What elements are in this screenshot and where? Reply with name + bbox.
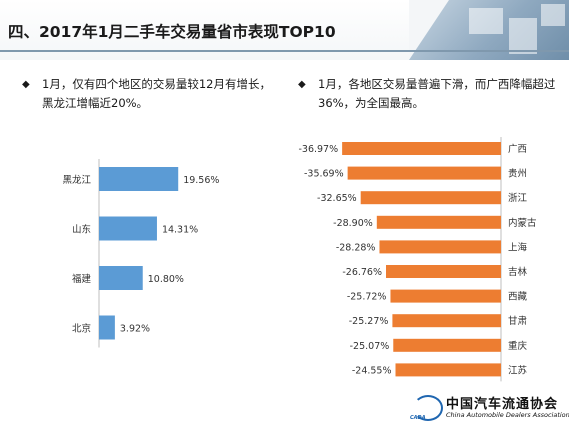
- decoration-block: [541, 4, 565, 26]
- bar: [99, 315, 115, 340]
- bar: [376, 215, 501, 229]
- category-label: 甘肃: [508, 315, 527, 327]
- bar: [99, 167, 179, 191]
- title-divider: [0, 50, 569, 52]
- bar: [342, 142, 501, 155]
- org-name: 中国汽车流通协会: [446, 397, 559, 412]
- bar: [360, 191, 501, 205]
- bar: [99, 266, 143, 290]
- bar: [386, 265, 501, 278]
- bar: [393, 338, 501, 352]
- bar: [99, 216, 157, 241]
- footer-logo: CADA 中国汽车流通协会 China Automobile Dealers A…: [410, 393, 569, 423]
- data-label: -24.55%: [352, 365, 392, 376]
- diamond-bullet-icon: ◆: [298, 79, 306, 90]
- data-label: -25.07%: [350, 341, 390, 352]
- category-label: 广西: [508, 143, 527, 155]
- data-label: -25.72%: [347, 292, 387, 303]
- data-label: -32.65%: [317, 193, 357, 204]
- data-label: -35.69%: [304, 169, 344, 180]
- decoration-block: [469, 8, 503, 34]
- data-label: 19.56%: [183, 175, 219, 186]
- bar: [392, 314, 501, 328]
- data-label: -26.76%: [342, 267, 382, 278]
- org-name-english: China Automobile Dealers Association: [446, 411, 569, 419]
- page-title: 四、2017年1月二手车交易量省市表现TOP10: [8, 23, 336, 41]
- category-label: 浙江: [508, 192, 528, 204]
- data-label: 10.80%: [148, 274, 184, 285]
- header-decoration: [409, 0, 569, 60]
- data-label: -28.28%: [336, 242, 376, 253]
- data-label: -25.27%: [349, 316, 389, 327]
- logo-caption: CADA: [410, 415, 426, 421]
- header-band: 四、2017年1月二手车交易量省市表现TOP10: [0, 0, 569, 60]
- decoration-block: [509, 18, 537, 54]
- category-label: 重庆: [508, 340, 528, 352]
- bullet-text-increase: 1月，仅有四个地区的交易量较12月有增长，黑龙江增幅近20%。: [42, 77, 271, 110]
- data-label: -36.97%: [298, 144, 338, 155]
- bar: [379, 240, 501, 254]
- bar: [347, 166, 501, 180]
- bar: [395, 363, 501, 377]
- category-label: 福建: [72, 273, 92, 285]
- bullet-note-increase: ◆ 1月，仅有四个地区的交易量较12月有增长，黑龙江增幅近20%。: [22, 75, 277, 113]
- cada-logo-icon: [413, 395, 443, 421]
- bullet-text-decrease: 1月，各地区交易量普遍下滑，而广西降幅超过36%，为全国最高。: [318, 77, 556, 110]
- category-label: 吉林: [508, 266, 528, 278]
- category-label: 内蒙古: [508, 217, 537, 229]
- data-label: -28.90%: [333, 218, 373, 229]
- category-label: 黑龙江: [62, 174, 91, 186]
- diamond-bullet-icon: ◆: [22, 79, 30, 90]
- data-label: 14.31%: [162, 225, 198, 236]
- category-label: 江苏: [508, 364, 528, 376]
- category-label: 西藏: [508, 291, 528, 303]
- data-label: 3.92%: [120, 324, 150, 335]
- category-label: 贵州: [508, 168, 527, 180]
- category-label: 北京: [72, 323, 91, 335]
- bullet-note-decrease: ◆ 1月，各地区交易量普遍下滑，而广西降幅超过36%，为全国最高。: [298, 75, 560, 113]
- category-label: 山东: [72, 224, 91, 236]
- category-label: 上海: [508, 241, 528, 253]
- bar: [390, 289, 501, 303]
